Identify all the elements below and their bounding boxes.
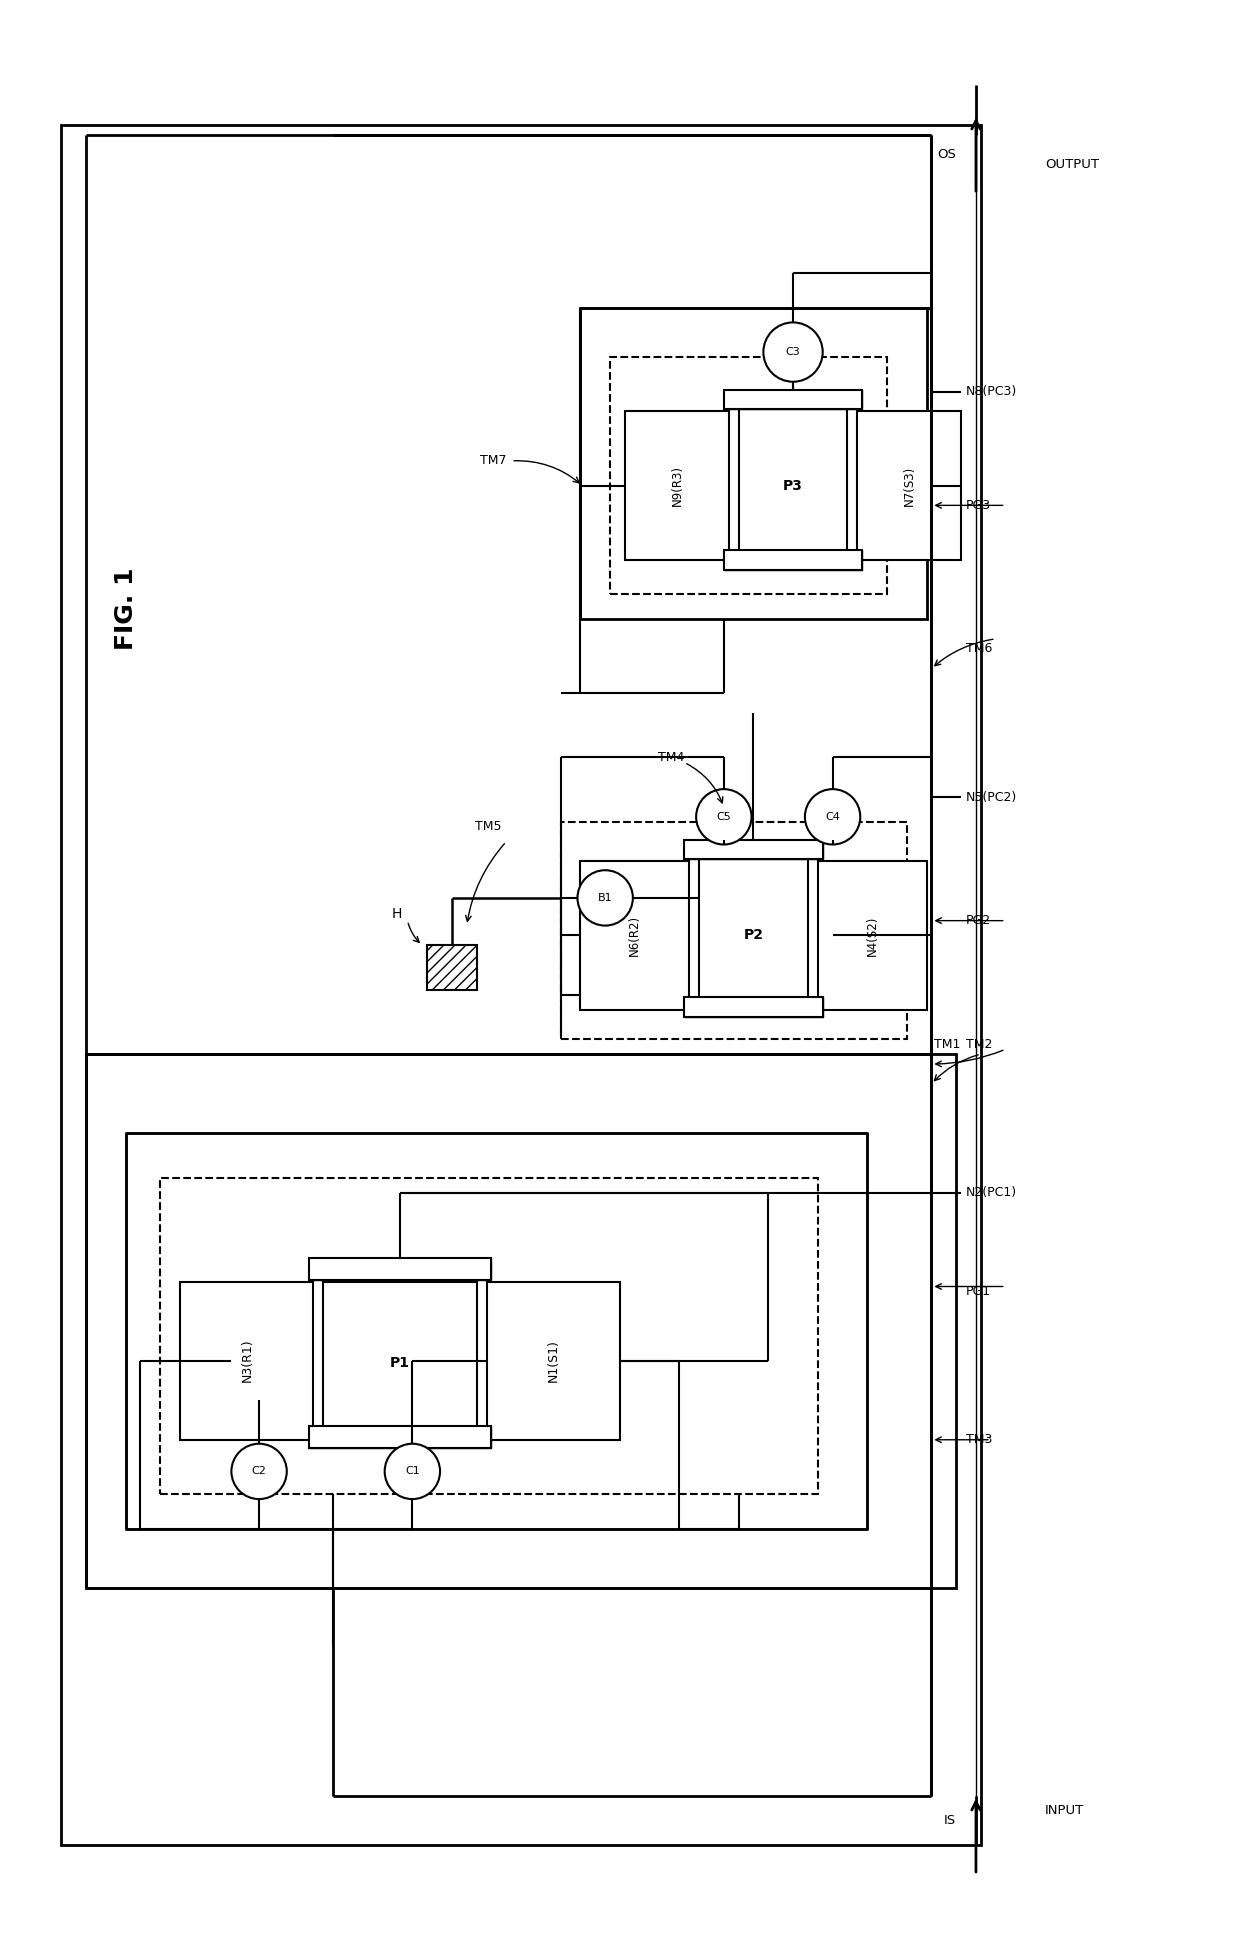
Bar: [684, 839, 822, 860]
Bar: [724, 389, 862, 409]
Text: OUTPUT: OUTPUT: [1045, 158, 1099, 170]
Bar: [684, 997, 822, 1017]
Bar: [625, 411, 729, 559]
Bar: [724, 389, 862, 409]
Circle shape: [578, 870, 632, 925]
Text: TM7: TM7: [480, 454, 506, 467]
Bar: [580, 307, 926, 620]
Text: TM4: TM4: [658, 751, 684, 764]
Text: FIG. 1: FIG. 1: [114, 567, 138, 651]
Bar: [580, 862, 689, 1009]
Bar: [817, 862, 926, 1009]
Text: IS: IS: [944, 1814, 956, 1828]
Text: C3: C3: [786, 348, 800, 358]
Bar: [560, 821, 906, 1040]
Bar: [160, 1177, 817, 1494]
Text: OS: OS: [937, 149, 956, 160]
Bar: [324, 1282, 476, 1445]
Text: B1: B1: [598, 893, 613, 903]
Bar: [309, 1425, 491, 1447]
Bar: [724, 549, 862, 569]
Bar: [309, 1257, 491, 1281]
Circle shape: [805, 790, 861, 845]
Text: C5: C5: [717, 811, 732, 821]
Text: C1: C1: [405, 1466, 419, 1476]
Bar: [180, 1282, 314, 1439]
Circle shape: [764, 323, 822, 381]
Bar: [428, 946, 476, 989]
Text: P3: P3: [784, 479, 804, 493]
Bar: [61, 125, 981, 1846]
Text: PG1: PG1: [966, 1284, 991, 1298]
Text: PG2: PG2: [966, 915, 991, 927]
Bar: [857, 411, 961, 559]
Text: N1(S1): N1(S1): [547, 1339, 559, 1382]
Bar: [309, 1425, 491, 1447]
Circle shape: [384, 1443, 440, 1499]
Text: N7(S3): N7(S3): [903, 465, 916, 506]
Text: N2(PC1): N2(PC1): [966, 1187, 1017, 1198]
Bar: [739, 409, 847, 563]
Bar: [699, 860, 808, 1013]
Text: N9(R3): N9(R3): [671, 465, 683, 506]
Text: TM5: TM5: [475, 821, 501, 833]
Text: TM1: TM1: [935, 1038, 961, 1050]
Text: C2: C2: [252, 1466, 267, 1476]
Bar: [486, 1282, 620, 1439]
Text: N3(R1): N3(R1): [241, 1339, 254, 1382]
Bar: [684, 839, 822, 860]
Text: N5(PC2): N5(PC2): [966, 790, 1017, 804]
Text: P1: P1: [391, 1357, 410, 1370]
Circle shape: [232, 1443, 286, 1499]
Text: TM3: TM3: [966, 1433, 992, 1447]
Text: INPUT: INPUT: [1045, 1804, 1085, 1816]
Text: H: H: [392, 907, 403, 921]
Bar: [724, 549, 862, 569]
Text: TM2: TM2: [966, 1038, 992, 1050]
Text: PG3: PG3: [966, 499, 991, 512]
Bar: [610, 358, 887, 594]
Text: N6(R2): N6(R2): [629, 915, 641, 956]
Bar: [684, 997, 822, 1017]
Circle shape: [696, 790, 751, 845]
Bar: [309, 1257, 491, 1281]
Text: TM6: TM6: [966, 643, 992, 655]
Text: N4(S2): N4(S2): [866, 915, 879, 956]
Text: N8(PC3): N8(PC3): [966, 385, 1017, 399]
Text: P2: P2: [744, 929, 764, 942]
Bar: [86, 1054, 956, 1587]
Bar: [125, 1134, 867, 1529]
Text: C4: C4: [825, 811, 839, 821]
